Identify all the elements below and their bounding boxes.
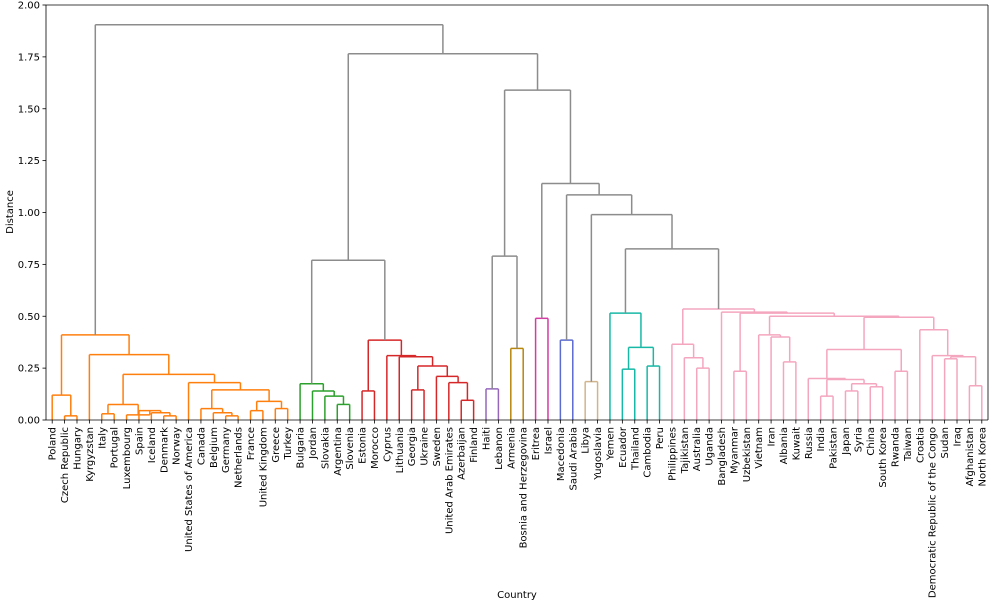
x-tick-label: Armenia	[506, 427, 517, 469]
x-tick-label: Saudi Arabia	[568, 427, 579, 490]
x-tick-label: Slovenia	[345, 427, 356, 470]
x-tick-label: Estonia	[358, 427, 369, 464]
x-tick-label: Pakistan	[829, 427, 840, 469]
y-tick-label: 1.25	[18, 156, 40, 167]
x-tick-label: United States of America	[184, 427, 195, 552]
x-tick-label: Japan	[841, 427, 852, 456]
x-tick-label: Morocco	[370, 427, 381, 469]
x-tick-label: Albania	[779, 427, 790, 464]
x-tick-label: Argentina	[333, 427, 344, 476]
x-tick-label: Netherlands	[234, 427, 245, 488]
x-tick-label: Poland	[48, 427, 59, 460]
x-tick-label: Rwanda	[891, 427, 902, 467]
x-tick-label: Croatia	[915, 427, 926, 463]
x-tick-label: Afghanistan	[965, 427, 976, 487]
x-tick-label: Sudan	[940, 427, 951, 459]
x-tick-label: Libya	[581, 427, 592, 454]
x-tick-label: Ukraine	[420, 427, 431, 466]
y-tick-label: 1.75	[18, 52, 40, 63]
x-tick-label: Czech Republic	[60, 427, 71, 503]
x-tick-label: Bangladesh	[717, 427, 728, 486]
y-tick-label: 0.50	[18, 312, 40, 323]
x-tick-label: Kuwait	[791, 427, 802, 460]
x-tick-label: Norway	[172, 427, 183, 465]
y-tick-label: 0.75	[18, 260, 40, 271]
x-tick-label: Spain	[134, 427, 145, 455]
x-tick-label: Jordan	[308, 427, 319, 460]
x-axis-title: Country	[497, 590, 537, 601]
x-tick-label: United Arab Emirates	[444, 427, 455, 534]
x-tick-label: Iraq	[953, 427, 964, 447]
x-tick-label: Bulgaria	[296, 427, 307, 468]
y-axis-title: Distance	[5, 190, 16, 234]
x-tick-label: Luxembourg	[122, 427, 133, 489]
x-tick-label: Haiti	[482, 427, 493, 450]
x-tick-label: Iceland	[147, 427, 158, 463]
x-tick-label: Yugoslavia	[593, 427, 604, 481]
x-tick-label: Philippines	[667, 427, 678, 481]
y-tick-label: 1.50	[18, 104, 40, 115]
x-tick-label: North Korea	[977, 427, 988, 487]
x-tick-label: Vietnam	[754, 427, 765, 469]
x-tick-label: Portugal	[110, 427, 121, 468]
x-tick-label: Kyrgyzstan	[85, 427, 96, 482]
x-tick-label: Denmark	[159, 427, 170, 473]
x-tick-label: Ecuador	[618, 426, 629, 468]
x-tick-label: China	[866, 427, 877, 456]
x-tick-label: Hungary	[72, 427, 83, 470]
y-tick-label: 1.00	[18, 208, 40, 219]
x-tick-label: Lithuania	[395, 427, 406, 473]
y-tick-label: 0.25	[18, 364, 40, 375]
x-tick-label: Australia	[692, 427, 703, 471]
x-tick-label: Taiwan	[903, 427, 914, 462]
x-tick-label: Yemen	[605, 427, 616, 461]
dendrogram-links	[51, 23, 983, 420]
x-tick-label: Macedonia	[556, 427, 567, 481]
x-tick-label: Syria	[853, 427, 864, 452]
x-tick-label: Germany	[221, 427, 232, 473]
x-tick-label: Cambodia	[643, 427, 654, 478]
x-tick-label: Israel	[543, 427, 554, 454]
x-tick-label: South Korea	[878, 427, 889, 488]
x-tick-label: Slovakia	[320, 427, 331, 469]
x-tick-label: Peru	[655, 427, 666, 449]
x-tick-label: Lebanon	[494, 427, 505, 470]
x-tick-label: Uganda	[705, 427, 716, 466]
y-tick-label: 0.00	[18, 416, 40, 427]
x-tick-label: Cyprus	[382, 427, 393, 462]
x-tick-label: Uzbekistan	[742, 427, 753, 482]
x-tick-label: Finland	[469, 427, 480, 463]
x-tick-label: Canada	[196, 427, 207, 465]
x-tick-label: Sweden	[432, 427, 443, 467]
x-tick-label: India	[816, 427, 827, 452]
x-tick-label: Thailand	[630, 427, 641, 471]
x-tick-label: Eritrea	[531, 427, 542, 460]
x-tick-label: Belgium	[209, 427, 220, 468]
x-tick-label: Georgia	[407, 427, 418, 466]
x-tick-label: Turkey	[283, 427, 294, 461]
x-tick-label: Myanmar	[729, 426, 740, 474]
y-tick-label: 2.00	[18, 1, 40, 12]
x-tick-label: Greece	[271, 427, 282, 463]
x-tick-label: Tajikistan	[680, 427, 691, 474]
x-tick-label: France	[246, 427, 257, 460]
x-tick-label: Russia	[804, 427, 815, 459]
x-tick-label: United Kingdom	[258, 427, 269, 507]
x-tick-label: Iran	[767, 427, 778, 447]
x-tick-label: Democratic Republic of the Congo	[928, 427, 939, 598]
axes: 0.00 0.25 0.50 0.75 1.00 1.25 1.50 1.75 2.00 Pola…	[18, 1, 989, 598]
x-tick-label: Italy	[97, 427, 108, 449]
x-tick-label: Azerbaijan	[457, 427, 468, 480]
x-tick-label: Bosnia and Herzegovina	[519, 427, 530, 548]
